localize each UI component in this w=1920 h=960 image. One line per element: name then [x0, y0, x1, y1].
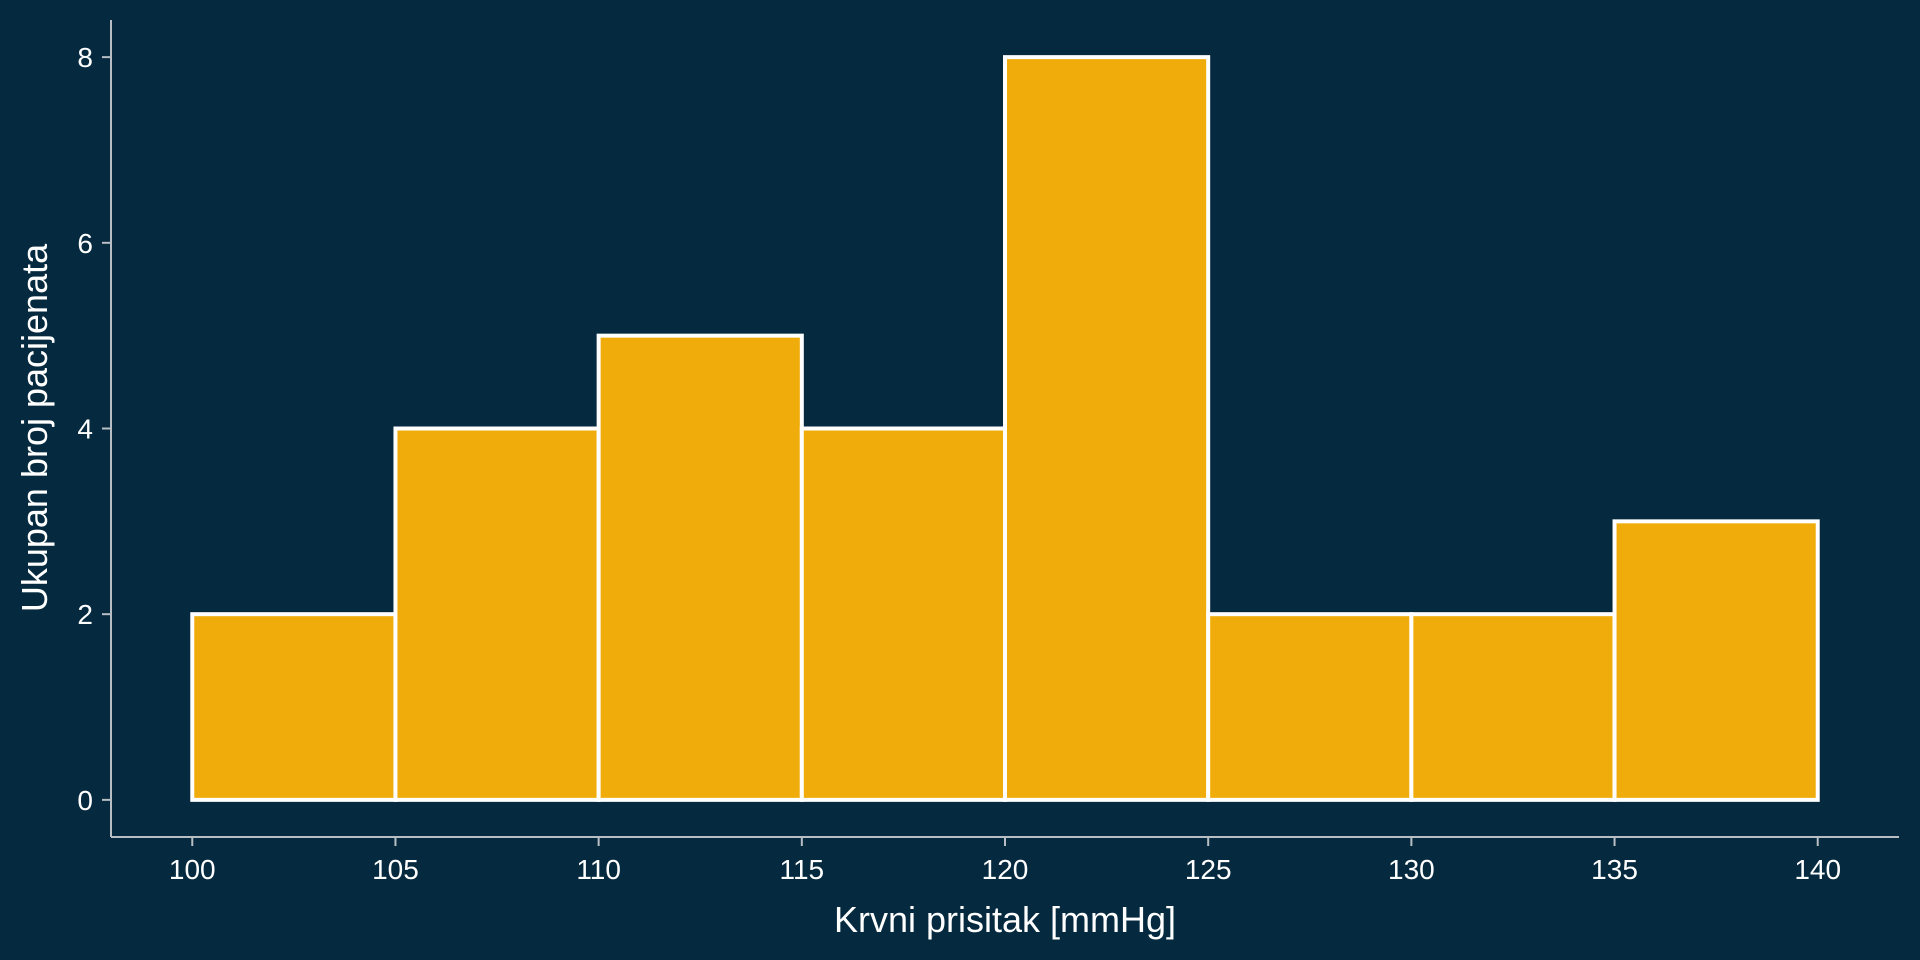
- y-axis-title: Ukupan broj pacijenata: [14, 243, 55, 612]
- y-tick-label-8: 8: [77, 42, 93, 73]
- y-tick-label-0: 0: [77, 785, 93, 816]
- x-tick-label-135: 135: [1591, 854, 1638, 885]
- histogram-bar-130-135: [1411, 614, 1614, 800]
- x-tick-label-110: 110: [576, 854, 621, 885]
- x-axis-title: Krvni prisitak [mmHg]: [834, 899, 1176, 940]
- x-tick-label-125: 125: [1185, 854, 1232, 885]
- x-tick-label-140: 140: [1794, 854, 1841, 885]
- x-tick-label-130: 130: [1388, 854, 1435, 885]
- histogram-bar-135-140: [1615, 521, 1818, 800]
- x-tick-label-100: 100: [169, 854, 216, 885]
- histogram-bar-120-125: [1005, 57, 1208, 800]
- y-tick-label-4: 4: [77, 414, 93, 445]
- histogram-bar-100-105: [192, 614, 395, 800]
- histogram-bar-105-110: [395, 429, 598, 800]
- y-tick-label-6: 6: [77, 228, 93, 259]
- x-tick-label-105: 105: [372, 854, 419, 885]
- x-tick-label-115: 115: [779, 854, 824, 885]
- x-tick-label-120: 120: [982, 854, 1029, 885]
- y-tick-label-2: 2: [77, 599, 93, 630]
- histogram-bar-110-115: [599, 336, 802, 800]
- histogram-bar-125-130: [1208, 614, 1411, 800]
- histogram-bar-115-120: [802, 429, 1005, 800]
